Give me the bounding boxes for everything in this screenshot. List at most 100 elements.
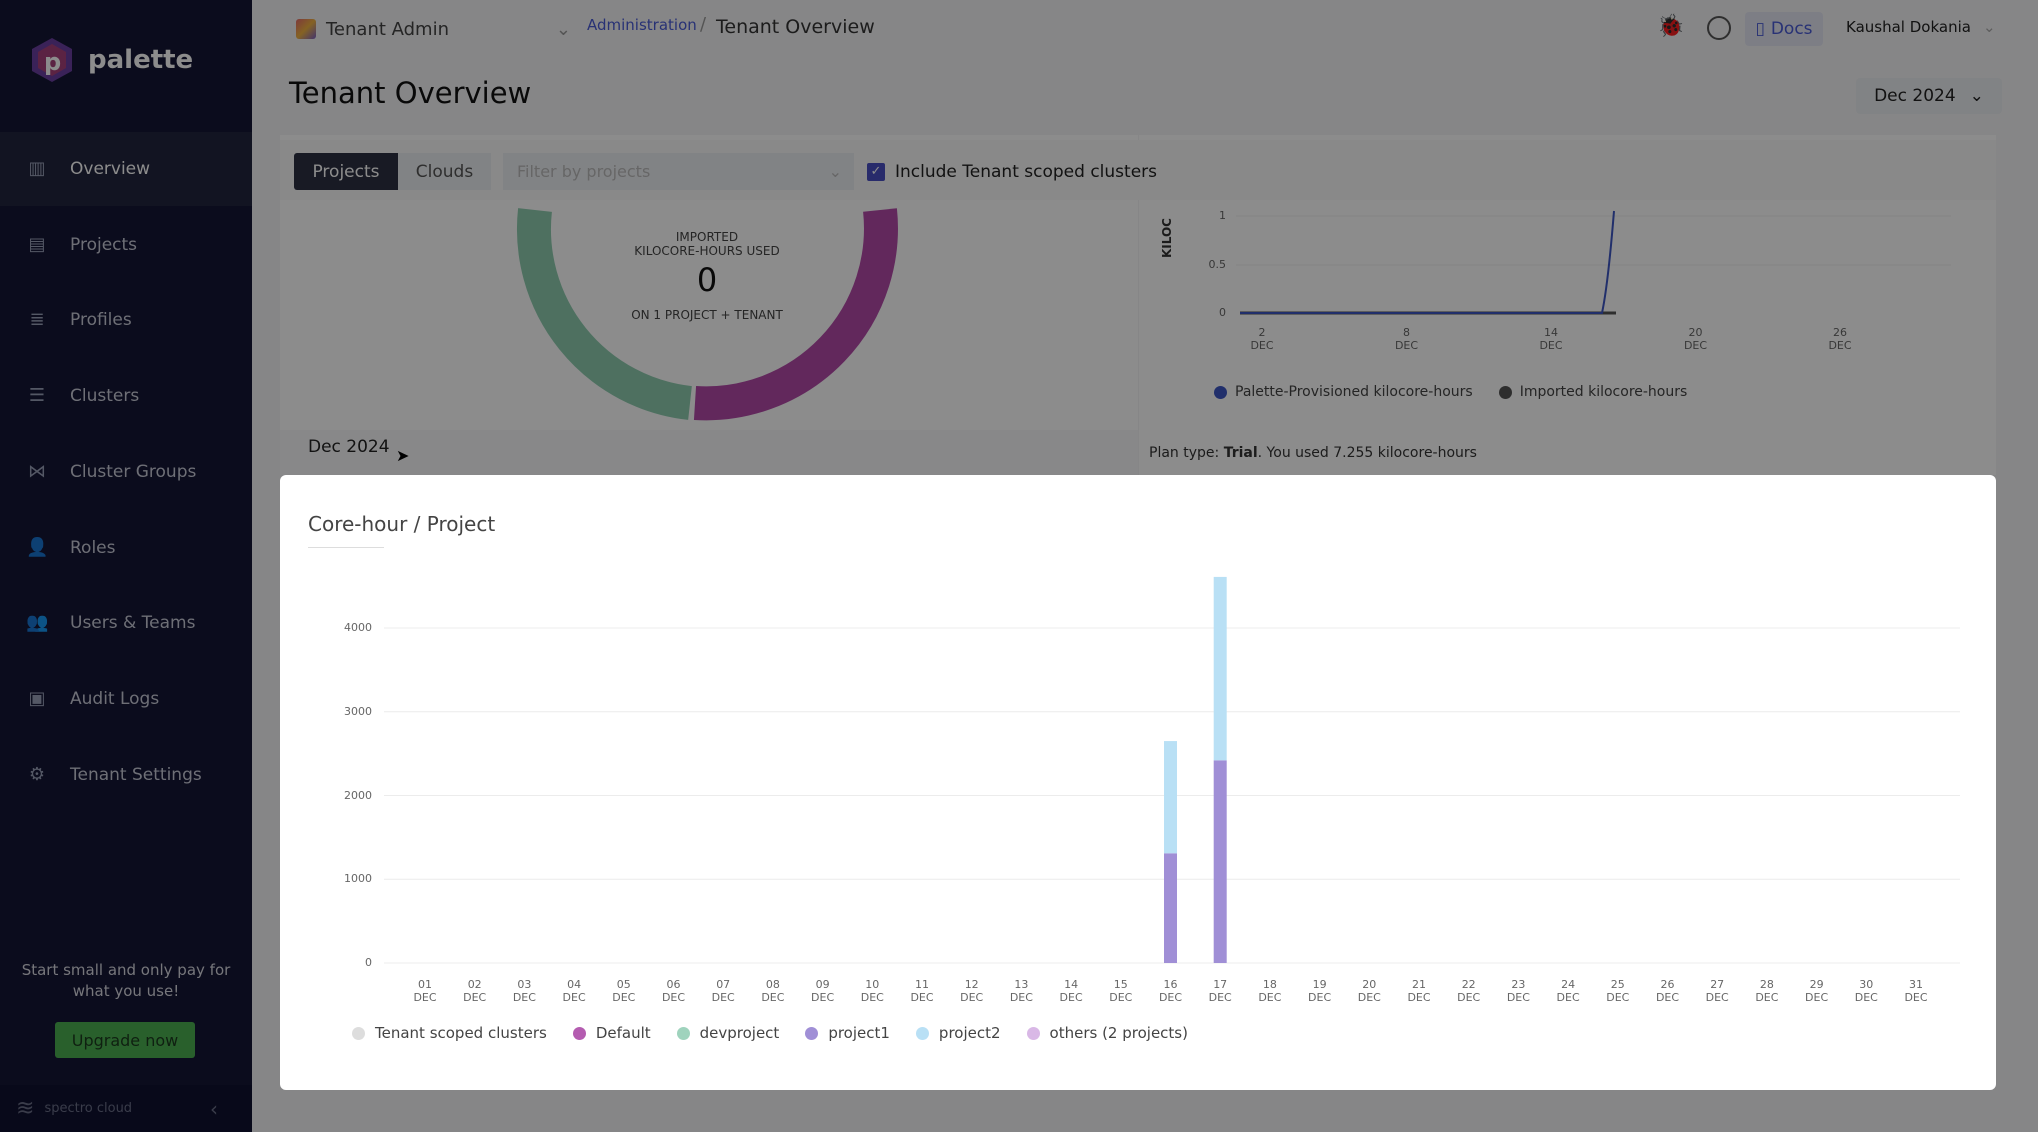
x-tick-label: 22 DEC (1457, 978, 1481, 1004)
users-icon: 👥 (26, 612, 49, 634)
x-tick-label: 21 DEC (1407, 978, 1431, 1004)
bar-project1-16[interactable] (1164, 853, 1177, 963)
gear-icon: ⚙ (28, 763, 46, 785)
docs-button[interactable]: ▯ Docs (1745, 12, 1823, 46)
x-tick-label: 04 DEC (562, 978, 586, 1004)
sidebar-item-clusters[interactable]: ☰ Clusters (0, 359, 252, 433)
legend-dot (676, 1026, 690, 1040)
chart-icon: ▥ (28, 158, 46, 179)
x-tick-label: 23 DEC (1506, 978, 1530, 1004)
x-tick-label: 01 DEC (413, 978, 437, 1004)
x-tick-label: 16 DEC (1158, 978, 1183, 1004)
audit-icon: ▣ (28, 687, 46, 709)
legend-item[interactable]: project1 (805, 1024, 890, 1042)
upgrade-now-button[interactable]: Upgrade now (55, 1022, 195, 1058)
palette-logo[interactable]: p palette (28, 36, 193, 84)
sidebar-item-roles[interactable]: 👤 Roles (0, 511, 252, 585)
breadcrumb-administration[interactable]: Administration (587, 16, 697, 34)
user-name: Kaushal Dokania (1846, 18, 1971, 36)
legend-item[interactable]: devproject (676, 1024, 780, 1042)
provisioned-line (1240, 210, 1615, 314)
x-tick-label: 02 DEC (463, 978, 487, 1004)
docs-label: Docs (1770, 19, 1813, 39)
sidebar-item-tenant-settings[interactable]: ⚙ Tenant Settings (0, 738, 252, 812)
imported-label: IMPORTED (675, 230, 739, 244)
bar-project1-17[interactable] (1213, 760, 1227, 963)
x-tick-label: 18 DEC (1258, 978, 1282, 1004)
sidebar-item-label: Users & Teams (70, 613, 196, 634)
tab-clouds[interactable]: Clouds (398, 153, 491, 190)
sidebar-item-users-teams[interactable]: 👥 Users & Teams (0, 586, 252, 660)
legend-label: Default (595, 1024, 651, 1042)
chevron-down-icon: ⌄ (1969, 86, 1984, 106)
palette-logo-icon: p (32, 38, 72, 82)
x-tick-label: 27 DEC (1705, 978, 1729, 1004)
x-tick-label: 06 DEC (661, 978, 686, 1004)
scope-label: Tenant Admin (326, 18, 450, 40)
x-tick-label: 17 DEC (1208, 978, 1232, 1004)
footer-brand: spectro cloud (44, 1101, 133, 1116)
legend-dot (572, 1026, 586, 1040)
x-tick-label: 20 DEC (1683, 326, 1708, 352)
legend-item[interactable]: Default (572, 1024, 651, 1042)
sidebar-item-label: Cluster Groups (70, 461, 197, 482)
sidebar-item-label: Tenant Settings (70, 764, 202, 785)
x-tick-label: 12 DEC (960, 978, 984, 1004)
y-tick-label: 1 (1219, 209, 1226, 222)
tab-projects[interactable]: Projects (294, 153, 398, 190)
include-tenant-checkbox[interactable]: ✓ Include Tenant scoped clusters (867, 153, 1157, 190)
x-tick-label: 10 DEC (860, 978, 884, 1004)
breadcrumb-separator: / (700, 14, 707, 35)
roles-icon: 👤 (26, 536, 49, 558)
usage-period: Dec 2024 (308, 437, 390, 457)
legend-dot (915, 1026, 929, 1040)
sidebar-item-overview[interactable]: ▥ Overview (0, 132, 252, 206)
mouse-cursor-icon: ➤ (396, 446, 410, 465)
month-value: Dec 2024 (1874, 86, 1956, 106)
sidebar-item-profiles[interactable]: ≣ Profiles (0, 283, 252, 357)
plan-info: Plan type: Trial. You used 7.255 kilocor… (1149, 445, 1477, 461)
compass-icon[interactable] (1707, 16, 1731, 40)
x-tick-label: 2 DEC (1250, 326, 1274, 352)
x-tick-label: 09 DEC (811, 978, 835, 1004)
filter-projects-select[interactable]: Filter by projects ⌄ (503, 153, 854, 190)
y-tick-label: 0.5 (1208, 258, 1227, 271)
legend-label: Tenant scoped clusters (375, 1024, 547, 1042)
kilocore-line-chart (1236, 210, 1951, 315)
x-tick-label: 08 DEC (761, 978, 785, 1004)
panel-divider (280, 430, 1138, 475)
imported-value: 0 (696, 261, 718, 299)
include-tenant-label: Include Tenant scoped clusters (895, 161, 1157, 182)
sidebar-item-cluster-groups[interactable]: ⋈ Cluster Groups (0, 435, 252, 509)
legend-label: project2 (938, 1024, 1001, 1042)
usage-donut (516, 208, 898, 421)
legend-label: devproject (699, 1024, 780, 1042)
legend-item[interactable]: Tenant scoped clusters (352, 1024, 547, 1042)
legend-dot (1214, 385, 1227, 399)
sidebar-item-projects[interactable]: ▤ Projects (0, 208, 252, 282)
bar-project2-17[interactable] (1213, 576, 1227, 761)
legend-dot (1498, 385, 1512, 399)
x-tick-label: 19 DEC (1308, 978, 1332, 1004)
x-tick-label: 8 DEC (1394, 326, 1419, 352)
title-underline (308, 547, 384, 548)
collapse-sidebar-icon[interactable]: ‹ (210, 1096, 218, 1121)
chevron-down-icon: ⌄ (828, 162, 842, 181)
kilocore-legend-item[interactable]: Palette-Provisioned kilocore-hours (1214, 384, 1473, 400)
kilocore-legend-item[interactable]: Imported kilocore-hours (1498, 384, 1687, 400)
legend-item[interactable]: others (2 projects) (1026, 1024, 1188, 1042)
sidebar-item-label: Projects (70, 234, 138, 255)
scope-selector[interactable]: Tenant Admin ⌄ (296, 12, 571, 46)
x-tick-label: 14 DEC (1059, 978, 1083, 1004)
user-menu[interactable]: Kaushal Dokania ⌄ (1846, 18, 1996, 36)
legend-item[interactable]: project2 (915, 1024, 1001, 1042)
sidebar-item-label: Audit Logs (70, 688, 160, 709)
bar-project2-16[interactable] (1164, 741, 1177, 854)
bug-icon[interactable]: 🐞 (1657, 14, 1685, 39)
month-selector[interactable]: Dec 2024 ⌄ (1856, 78, 2002, 114)
y-tick-label: 3000 (344, 704, 372, 718)
legend-dot (1026, 1026, 1040, 1040)
legend-label: Palette-Provisioned kilocore-hours (1235, 384, 1473, 400)
sidebar-item-audit-logs[interactable]: ▣ Audit Logs (0, 662, 252, 736)
network-icon: ⋈ (28, 460, 46, 482)
